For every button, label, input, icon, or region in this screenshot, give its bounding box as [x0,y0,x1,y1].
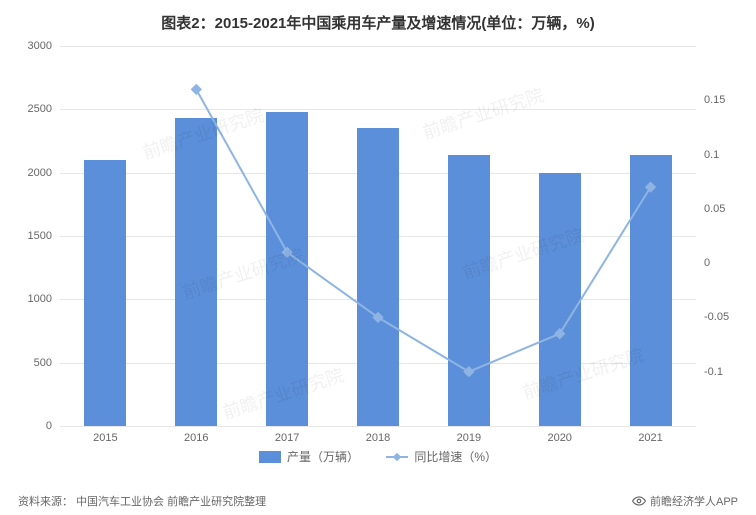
y-left-tick-label: 3000 [12,40,52,52]
footer-source: 资料来源： 中国汽车工业协会 前瞻产业研究院整理 [18,493,266,509]
legend-bar: 产量（万辆） [259,448,359,465]
legend: 产量（万辆） 同比增速（%） [0,448,756,466]
legend-line-swatch [386,451,408,463]
x-tick-label: 2016 [166,432,226,444]
x-tick-label: 2017 [257,432,317,444]
chart-plot-area: 050010001500200025003000-0.1-0.0500.050.… [60,46,696,426]
credit-text: 前瞻经济学人APP [650,493,738,509]
legend-bar-label: 产量（万辆） [287,448,359,465]
y-left-tick-label: 1000 [12,293,52,305]
line-marker [645,181,656,192]
x-tick-label: 2020 [530,432,590,444]
source-label: 资料来源： [18,496,73,508]
grid-line [60,426,696,427]
line-marker [191,84,202,95]
line-marker [463,366,474,377]
y-left-tick-label: 0 [12,420,52,432]
legend-bar-swatch [259,451,281,463]
y-left-tick-label: 500 [12,357,52,369]
x-tick-label: 2019 [439,432,499,444]
legend-line: 同比增速（%） [386,448,497,465]
source-text: 中国汽车工业协会 前瞻产业研究院整理 [76,496,266,508]
y-right-tick-label: -0.1 [704,366,744,378]
x-tick-label: 2021 [621,432,681,444]
x-tick-label: 2018 [348,432,408,444]
footer-credit: 前瞻经济学人APP [632,493,738,509]
y-right-tick-label: 0.1 [704,149,744,161]
legend-line-label: 同比增速（%） [414,448,497,465]
y-left-tick-label: 2500 [12,103,52,115]
chart-title: 图表2：2015-2021年中国乘用车产量及增速情况(单位：万辆，%) [0,0,756,33]
y-left-tick-label: 1500 [12,230,52,242]
eye-icon [632,494,646,508]
y-right-tick-label: 0 [704,257,744,269]
y-left-tick-label: 2000 [12,167,52,179]
y-right-tick-label: 0.05 [704,203,744,215]
x-tick-label: 2015 [75,432,135,444]
line-series [60,46,696,426]
y-right-tick-label: 0.15 [704,94,744,106]
line-marker [554,328,565,339]
y-right-tick-label: -0.05 [704,311,744,323]
